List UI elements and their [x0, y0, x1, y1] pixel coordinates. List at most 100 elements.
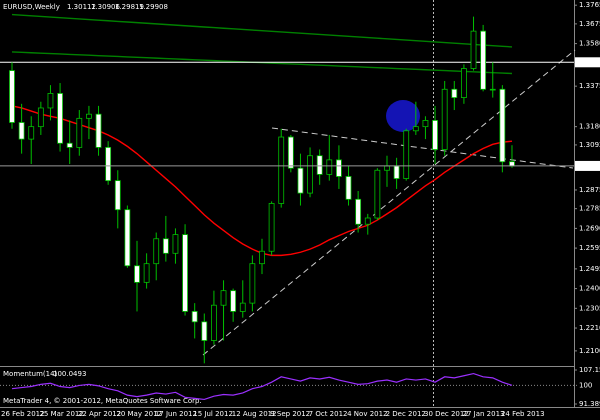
- candle-body: [9, 70, 15, 123]
- ohlc-value: 1.29819: [115, 3, 144, 11]
- indicator-title: Momentum(14): [3, 370, 58, 378]
- indicator-value: 100.0493: [53, 370, 86, 378]
- candle-body: [211, 304, 217, 341]
- candle-body: [18, 122, 25, 140]
- x-tick-label: 9 Sep 2012: [270, 410, 310, 418]
- candle-body: [201, 321, 208, 341]
- candle-body: [287, 136, 294, 169]
- indicator-tick-label: 107.1552: [579, 366, 600, 374]
- candle-body: [220, 290, 227, 306]
- candle-body: [37, 107, 44, 128]
- candle-body: [364, 217, 371, 225]
- trend-line: [271, 127, 574, 169]
- footer: MetaTrader 4, © 2001-2012, MetaQuotes So…: [3, 397, 202, 405]
- candle-body: [191, 311, 198, 323]
- candle-body: [393, 165, 400, 179]
- candle-body: [172, 234, 179, 254]
- candle-body: [489, 88, 496, 91]
- candle-body: [384, 165, 390, 171]
- x-tick-label: 15 Jul 2012: [193, 410, 233, 418]
- candle-body: [114, 180, 121, 211]
- y-tick-label: 1.2305: [579, 304, 600, 312]
- y-tick-label: 1.3092: [579, 141, 600, 149]
- y-tick-label: 1.3180: [579, 123, 600, 131]
- y-tick-label: 1.2210: [579, 324, 600, 332]
- candle-body: [76, 117, 83, 148]
- candle-body: [509, 161, 515, 167]
- candle-body: [249, 263, 256, 304]
- candle-body: [307, 155, 313, 194]
- highlight-ellipse: [386, 100, 420, 132]
- candle-body: [134, 265, 140, 283]
- candle-body: [278, 136, 285, 204]
- candle-body: [230, 290, 237, 312]
- y-tick-label: 1.2690: [579, 224, 600, 232]
- indicator-tick-label: 100: [579, 381, 592, 389]
- candle-body: [499, 88, 506, 163]
- candle-body: [28, 126, 35, 140]
- momentum-line: [11, 372, 513, 401]
- candle-body: [451, 88, 458, 98]
- candle-body: [259, 250, 265, 265]
- y-tick-label: 1.2785: [579, 205, 600, 213]
- candle-body: [105, 147, 112, 182]
- candle-body: [422, 120, 429, 128]
- x-tick-label: 22 Apr 2012: [78, 410, 121, 418]
- candle-body: [403, 130, 410, 179]
- candle-body: [461, 68, 467, 98]
- candle-body: [86, 113, 92, 119]
- x-tick-label: 26 Feb 2012: [1, 410, 45, 418]
- candle-body: [326, 159, 333, 175]
- price-box-label: 1.34900: [576, 58, 600, 66]
- y-tick-label: 1.3765: [579, 1, 600, 9]
- y-tick-label: 1.3375: [579, 82, 600, 90]
- y-tick-label: 1.2400: [579, 285, 600, 293]
- candle-body: [47, 93, 54, 109]
- x-tick-label: 2 Dec 2012: [386, 410, 426, 418]
- candle-body: [432, 120, 438, 150]
- price-box: [575, 57, 600, 68]
- x-tick-label: 17 Jun 2012: [155, 410, 197, 418]
- chart-title: EURUSD,Weekly: [3, 3, 60, 11]
- y-tick-label: 1.2595: [579, 244, 600, 252]
- x-tick-label: 24 Feb 2013: [501, 410, 545, 418]
- x-tick-label: 25 Mar 2012: [39, 410, 83, 418]
- y-tick-label: 1.3675: [579, 20, 600, 28]
- ohlc-value: 1.30906: [91, 3, 120, 11]
- x-tick-label: 27 Jan 2013: [463, 410, 505, 418]
- candle-body: [143, 263, 150, 283]
- candle-body: [412, 126, 419, 132]
- ohlc-value: 1.29908: [139, 3, 168, 11]
- moving-average: [11, 13, 513, 48]
- ohlc-value: 1.30112: [67, 3, 96, 11]
- candle-body: [57, 93, 63, 144]
- x-tick-label: 30 Dec 2012: [424, 410, 469, 418]
- x-tick-label: 20 May 2012: [116, 410, 162, 418]
- y-tick-label: 1.3580: [579, 40, 600, 48]
- trend-line: [202, 49, 576, 356]
- candle-body: [162, 238, 169, 254]
- candle-body: [153, 238, 160, 265]
- y-tick-label: 1.2875: [579, 186, 600, 194]
- candle-body: [345, 176, 352, 200]
- candle-body: [374, 169, 381, 219]
- candle-body: [95, 113, 102, 148]
- candle-body: [268, 203, 275, 252]
- candle-body: [355, 198, 362, 225]
- candle-body: [182, 234, 188, 312]
- x-tick-label: 4 Nov 2012: [347, 410, 387, 418]
- candle-body: [470, 30, 477, 69]
- candle-body: [66, 142, 73, 148]
- candle-body: [336, 159, 342, 177]
- candle-body: [124, 209, 131, 267]
- indicator-tick-label: 91.3899: [579, 400, 600, 408]
- price-box-label: 1.29908: [576, 162, 600, 170]
- x-tick-label: 12 Aug 2012: [232, 410, 277, 418]
- candle-body: [316, 155, 323, 175]
- candle-body: [441, 88, 448, 150]
- candle-body: [480, 30, 487, 90]
- candle-body: [239, 302, 246, 312]
- price-box: [575, 160, 600, 171]
